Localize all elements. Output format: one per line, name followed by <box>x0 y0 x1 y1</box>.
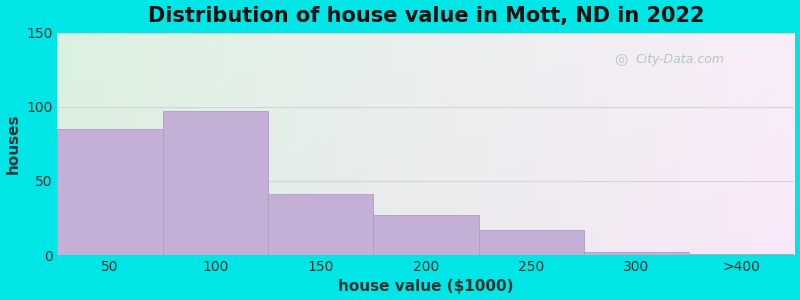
Bar <box>689 254 794 255</box>
Y-axis label: houses: houses <box>6 114 21 174</box>
Bar <box>162 111 268 255</box>
Bar <box>268 194 374 255</box>
Bar <box>584 252 689 255</box>
Title: Distribution of house value in Mott, ND in 2022: Distribution of house value in Mott, ND … <box>148 6 704 26</box>
Text: City-Data.com: City-Data.com <box>636 53 725 66</box>
X-axis label: house value ($1000): house value ($1000) <box>338 279 514 294</box>
Text: ◎: ◎ <box>614 52 627 67</box>
Bar <box>478 230 584 255</box>
Bar <box>374 215 478 255</box>
Bar <box>58 129 162 255</box>
